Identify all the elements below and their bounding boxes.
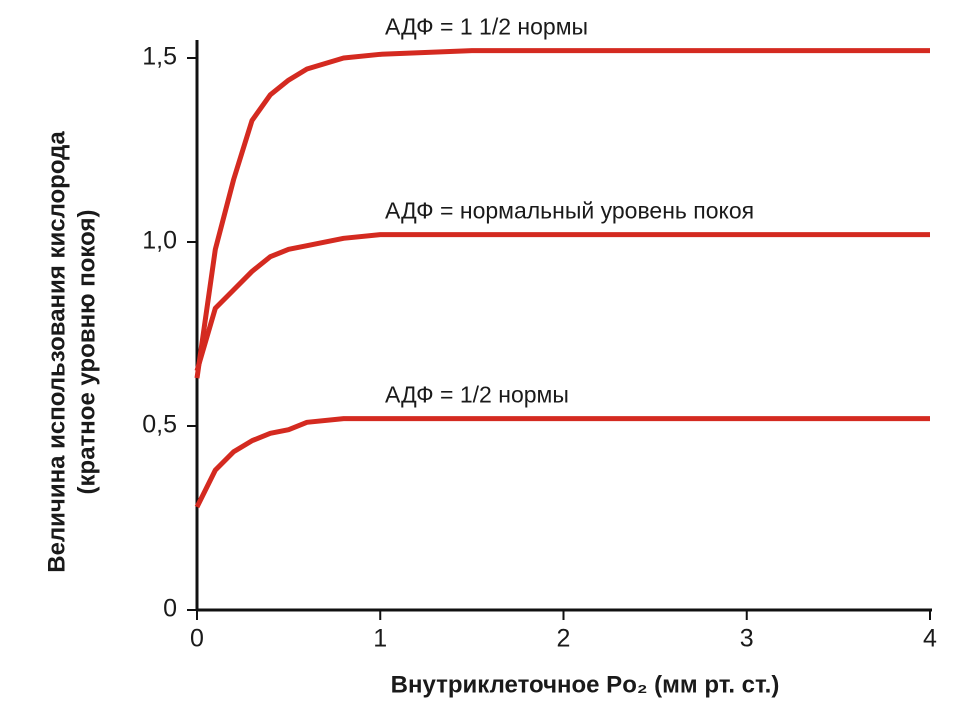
x-tick-label: 1 xyxy=(373,625,387,653)
line xyxy=(194,416,930,509)
series-label: АДФ = нормальный уровень покоя xyxy=(385,198,754,224)
y-tick-label: 1,0 xyxy=(142,227,177,255)
y-axis-label: Величина использования кислорода xyxy=(43,131,70,573)
x-tick-label: 3 xyxy=(740,625,754,653)
x-tick-label: 4 xyxy=(923,625,937,653)
y-axis-label: (кратное уровню покоя) xyxy=(73,210,100,495)
line xyxy=(194,232,930,372)
y-tick-label: 0,5 xyxy=(142,411,177,439)
series-label: АДФ = 1/2 нормы xyxy=(385,382,569,408)
y-tick-label: 1,5 xyxy=(142,43,177,71)
y-tick-label: 0 xyxy=(163,595,177,623)
x-tick-label: 0 xyxy=(190,625,204,653)
series-label: АДФ = 1 1/2 нормы xyxy=(385,14,588,40)
x-tick-label: 2 xyxy=(557,625,571,653)
x-axis-label: Внутриклеточное Po₂ (мм рт. ст.) xyxy=(391,671,780,698)
line xyxy=(194,48,930,379)
